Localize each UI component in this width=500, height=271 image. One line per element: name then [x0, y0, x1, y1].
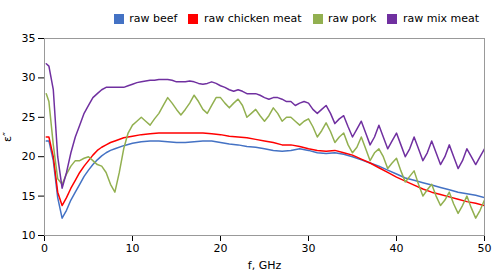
svg-text:0: 0	[41, 242, 48, 255]
svg-text:20: 20	[214, 242, 228, 255]
svg-text:25: 25	[22, 111, 36, 124]
svg-text:ε″: ε″	[1, 132, 14, 142]
svg-text:20: 20	[22, 150, 36, 163]
html-text:raw beef: raw beef	[129, 12, 178, 25]
svg-text:35: 35	[22, 32, 36, 45]
html-text:raw mix meat: raw mix meat	[402, 12, 479, 25]
svg-text:30: 30	[302, 242, 316, 255]
svg-text:10: 10	[22, 229, 36, 242]
svg-text:f, GHz: f, GHz	[248, 259, 282, 271]
html-text:raw chicken meat: raw chicken meat	[203, 12, 302, 25]
svg-text:50: 50	[478, 242, 492, 255]
svg-text:10: 10	[126, 242, 140, 255]
svg-text:15: 15	[22, 190, 36, 203]
svg-text:40: 40	[390, 242, 404, 255]
html-text:raw pork: raw pork	[328, 12, 377, 25]
svg-text:30: 30	[22, 71, 36, 84]
